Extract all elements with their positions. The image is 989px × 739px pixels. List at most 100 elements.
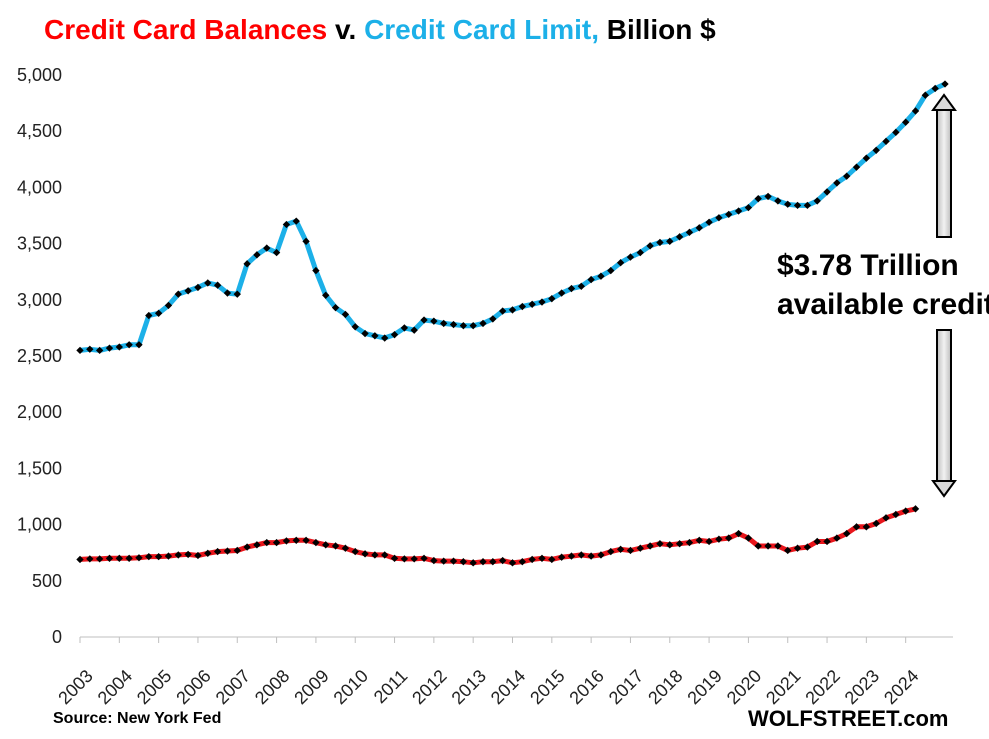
data-point	[872, 146, 880, 154]
data-point	[518, 302, 527, 311]
y-tick-label: 3,500	[17, 234, 62, 254]
data-point	[86, 345, 94, 353]
x-tick-label: 2023	[841, 666, 883, 708]
data-point	[498, 556, 507, 565]
data-point	[548, 294, 556, 303]
data-point	[498, 307, 507, 315]
available-credit-arrow	[931, 93, 957, 498]
data-point	[164, 552, 173, 560]
data-point	[862, 523, 871, 531]
data-point	[331, 542, 340, 550]
data-point	[725, 210, 733, 219]
data-point	[813, 197, 821, 205]
data-point	[607, 547, 615, 556]
title-versus: v.	[327, 14, 365, 45]
x-tick-label: 2011	[370, 666, 412, 708]
y-tick-label: 1,000	[17, 515, 62, 535]
data-point	[390, 330, 399, 339]
data-point	[322, 541, 330, 549]
x-tick-label: 2006	[172, 666, 214, 708]
data-point	[272, 538, 281, 547]
data-point	[76, 346, 84, 355]
data-point	[528, 555, 536, 564]
annotation-line-2: available credit	[777, 288, 989, 321]
data-point	[803, 201, 812, 210]
data-point	[302, 536, 310, 545]
data-point	[892, 510, 900, 519]
x-tick-label: 2018	[644, 666, 686, 708]
data-point	[557, 553, 566, 561]
data-point	[754, 542, 762, 550]
annotation-line-1: $3.78 Trillion	[777, 249, 959, 282]
data-point	[154, 309, 163, 317]
x-tick-label: 2012	[408, 666, 450, 708]
data-point	[813, 537, 821, 546]
data-point	[223, 289, 232, 297]
x-tick-label: 2024	[880, 666, 922, 708]
x-tick-label: 2009	[290, 666, 332, 708]
data-point	[508, 306, 517, 314]
data-point	[557, 289, 566, 297]
data-point	[95, 555, 104, 563]
data-point	[803, 543, 812, 551]
data-point	[233, 290, 241, 298]
data-point	[194, 551, 202, 560]
data-point	[784, 546, 792, 555]
data-point	[666, 237, 674, 246]
data-point	[263, 538, 271, 547]
data-point	[440, 319, 448, 328]
data-point	[675, 540, 684, 548]
data-point	[381, 334, 389, 342]
data-point	[528, 300, 536, 308]
data-point	[931, 84, 939, 93]
data-point	[145, 311, 153, 320]
data-point	[243, 260, 251, 268]
data-point	[213, 281, 222, 289]
data-point	[489, 315, 497, 323]
data-point	[381, 551, 389, 559]
data-point	[518, 558, 527, 566]
data-point	[685, 538, 694, 547]
data-point	[725, 534, 733, 542]
data-point	[312, 266, 320, 275]
data-point	[793, 201, 802, 210]
data-point	[292, 536, 300, 545]
data-point	[833, 534, 841, 542]
data-point	[616, 545, 625, 554]
data-point	[469, 559, 477, 567]
data-point	[538, 298, 546, 306]
data-point	[233, 546, 241, 555]
data-point	[715, 214, 723, 222]
data-point	[479, 558, 487, 566]
x-tick-label: 2010	[330, 666, 372, 708]
data-point	[479, 319, 487, 328]
data-point	[194, 283, 202, 292]
arrow-shaft-bottom	[936, 329, 952, 483]
data-point	[253, 541, 261, 549]
x-tick-label: 2015	[526, 666, 568, 708]
data-point	[312, 538, 320, 547]
data-point	[449, 557, 458, 565]
x-tick-label: 2007	[212, 666, 254, 708]
data-point	[597, 272, 605, 280]
data-point	[420, 554, 428, 562]
data-point	[174, 290, 182, 298]
data-point	[744, 203, 753, 212]
data-point	[331, 303, 340, 312]
data-point	[213, 547, 222, 556]
data-point	[843, 172, 851, 180]
data-point	[459, 558, 468, 566]
data-point	[626, 546, 635, 555]
data-point	[567, 284, 576, 293]
y-tick-label: 500	[32, 571, 62, 591]
data-point	[115, 554, 123, 562]
data-point	[587, 552, 595, 560]
data-point	[685, 228, 694, 237]
data-point	[361, 329, 369, 338]
y-tick-label: 0	[52, 627, 62, 647]
x-tick-label: 2008	[251, 666, 293, 708]
data-point	[420, 316, 428, 324]
data-point	[390, 554, 399, 562]
x-tick-label: 2014	[487, 666, 529, 708]
data-point	[784, 200, 792, 208]
